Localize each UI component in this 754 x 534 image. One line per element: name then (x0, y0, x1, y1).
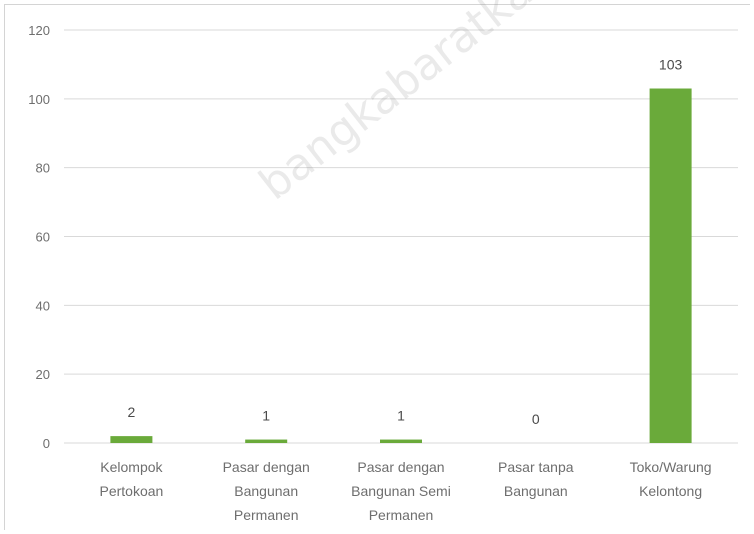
bar (110, 436, 153, 443)
data-labels: 2 1 1 0 103 (128, 57, 683, 427)
bar (380, 439, 422, 443)
x-axis-categories: Kelompok Pertokoan Pasar dengan Bangunan Per… (99, 459, 711, 523)
x-tick-label: Pasar dengan (357, 459, 444, 475)
x-tick-label: Bangunan (234, 483, 298, 499)
x-tick-label: Permanen (369, 507, 434, 523)
x-tick-label: Bangunan Semi (351, 483, 451, 499)
x-tick-label: Pertokoan (99, 483, 163, 499)
x-tick-label: Pasar tanpa (498, 459, 574, 475)
y-tick-label: 20 (36, 367, 50, 382)
x-tick-label: Kelontong (639, 483, 702, 499)
data-label: 2 (128, 404, 136, 420)
chart-frame (4, 4, 750, 530)
x-tick-label: Pasar dengan (223, 459, 310, 475)
y-tick-label: 0 (43, 436, 50, 451)
bar (245, 439, 288, 443)
bars (110, 88, 692, 443)
y-tick-label: 40 (36, 298, 50, 313)
x-tick-label: Permanen (234, 507, 299, 523)
x-tick-label: Toko/Warung (630, 459, 712, 475)
x-tick-label: Kelompok (100, 459, 163, 475)
y-axis-ticks: 0 20 40 60 80 100 120 (28, 23, 50, 451)
y-tick-label: 60 (36, 230, 50, 245)
data-label: 1 (262, 408, 270, 424)
data-label: 103 (659, 57, 683, 73)
y-tick-label: 120 (28, 23, 50, 38)
gridlines (64, 29, 738, 444)
x-tick-label: Bangunan (504, 483, 568, 499)
data-label: 1 (397, 408, 405, 424)
bar (649, 88, 692, 443)
data-label: 0 (532, 411, 540, 427)
y-tick-label: 100 (28, 92, 50, 107)
y-tick-label: 80 (36, 161, 50, 176)
